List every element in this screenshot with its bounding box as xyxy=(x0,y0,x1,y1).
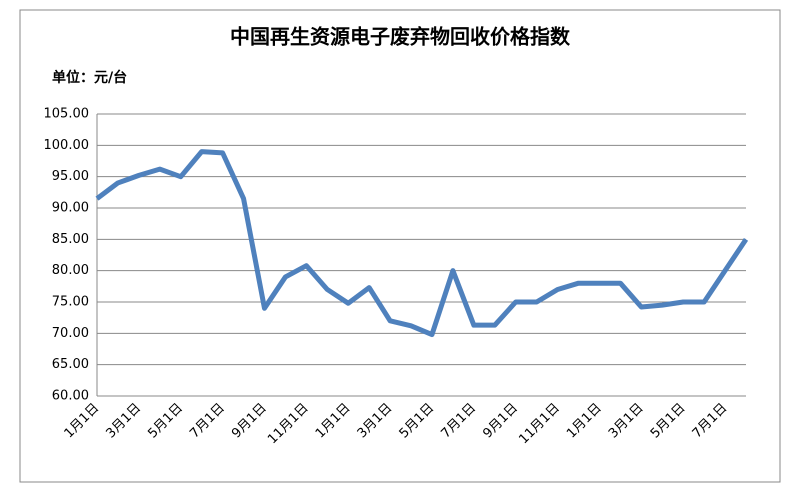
unit-label: 单位：元/台 xyxy=(52,69,127,86)
y-tick-label: 80.00 xyxy=(52,263,89,278)
y-tick-label: 85.00 xyxy=(52,232,89,247)
y-tick-label: 105.00 xyxy=(44,107,90,122)
y-tick-label: 65.00 xyxy=(52,357,89,372)
y-tick-label: 95.00 xyxy=(52,169,89,184)
y-tick-label: 70.00 xyxy=(52,326,89,341)
y-tick-label: 75.00 xyxy=(52,295,89,310)
chart-title: 中国再生资源电子废弃物回收价格指数 xyxy=(230,25,571,49)
data-line xyxy=(95,149,749,338)
y-tick-label: 90.00 xyxy=(52,201,89,216)
y-tick-label: 60.00 xyxy=(52,389,89,404)
y-tick-label: 100.00 xyxy=(44,138,90,153)
chart-frame xyxy=(19,9,781,483)
